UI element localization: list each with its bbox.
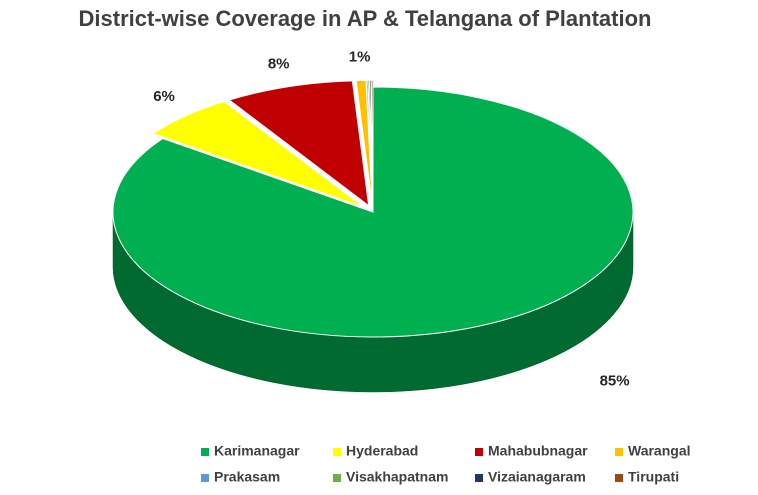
data-label: 6% xyxy=(153,88,175,105)
legend-label: Warangal xyxy=(628,443,691,459)
slice xyxy=(370,79,374,206)
chart-title: District-wise Coverage in AP & Telangana… xyxy=(79,6,652,31)
legend-swatch xyxy=(615,474,623,482)
legend-swatch xyxy=(615,448,623,456)
legend-label: Tirupati xyxy=(628,469,679,485)
legend-swatch xyxy=(201,448,209,456)
legend-swatch xyxy=(333,474,341,482)
legend-label: Prakasam xyxy=(214,469,280,485)
slice xyxy=(228,80,370,207)
legend-label: Vizaianagaram xyxy=(488,469,586,485)
pie-tops xyxy=(112,79,634,338)
legend-label: Karimanagar xyxy=(214,443,300,459)
legend-swatch xyxy=(201,474,209,482)
legend-label: Mahabubnagar xyxy=(488,443,588,459)
legend-swatch xyxy=(333,448,341,456)
slice xyxy=(151,100,364,208)
legend-label: Hyderabad xyxy=(346,443,418,459)
legend-label: Visakhapatnam xyxy=(346,469,448,485)
data-label: 8% xyxy=(268,55,290,72)
data-label: 1% xyxy=(349,48,371,65)
legend-swatch xyxy=(475,474,483,482)
legend-swatch xyxy=(475,448,483,456)
data-label: 85% xyxy=(600,373,630,390)
slice xyxy=(112,86,634,338)
